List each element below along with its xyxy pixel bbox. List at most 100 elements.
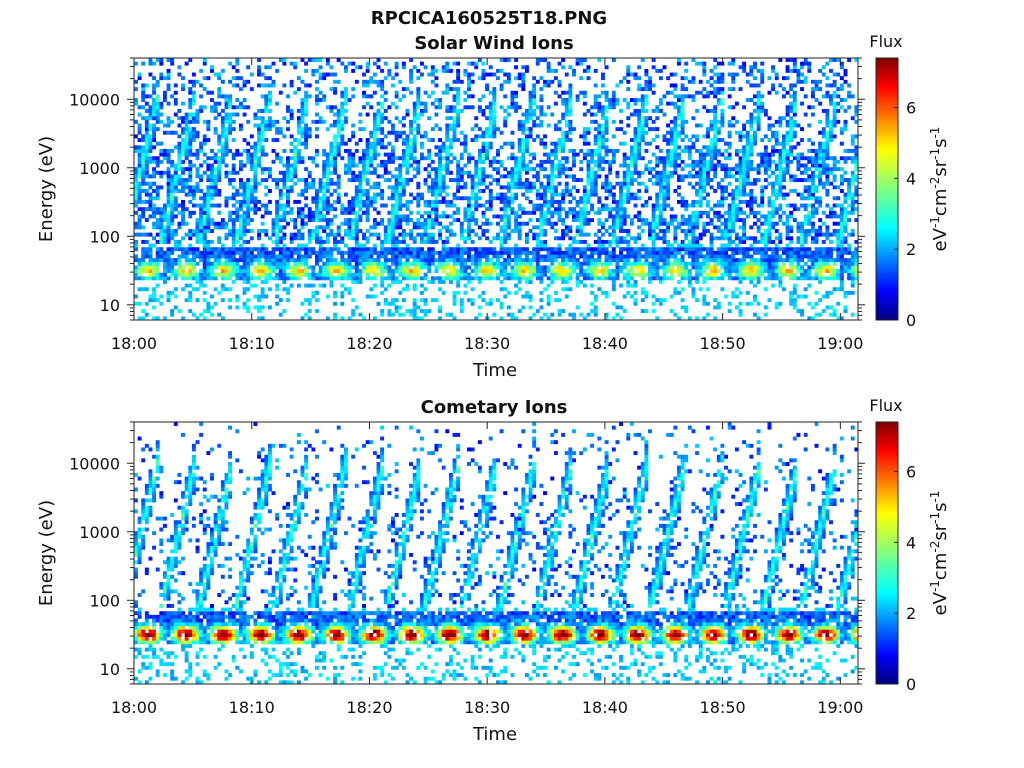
heat-cell: [604, 189, 609, 193]
heat-cell: [405, 87, 410, 92]
heat-cell: [282, 272, 287, 277]
heat-cell: [488, 112, 493, 117]
heat-cell: [445, 152, 450, 157]
heat-cell: [590, 152, 595, 157]
heat-cell: [391, 159, 395, 164]
heat-cell: [485, 116, 490, 121]
heat-cell: [206, 254, 211, 259]
heat-cell: [644, 309, 649, 314]
heat-cell: [521, 261, 526, 266]
heat-cell: [282, 258, 287, 263]
heat-cell: [347, 269, 352, 273]
heat-cell: [477, 58, 482, 62]
heat-cell: [188, 105, 193, 110]
heat-cell: [369, 130, 374, 135]
heat-cell: [206, 203, 211, 208]
heat-cell: [253, 294, 258, 299]
heat-cell: [611, 283, 616, 288]
heat-cell: [517, 309, 522, 314]
heat-cell: [459, 156, 464, 161]
heat-cell: [257, 145, 261, 150]
heat-cell: [477, 225, 482, 230]
heat-cell: [315, 250, 319, 255]
heat-cell: [224, 265, 229, 270]
heat-cell: [532, 112, 537, 117]
heat-cell: [499, 199, 504, 204]
heat-cell: [499, 105, 504, 110]
heat-cell: [517, 141, 522, 146]
heat-cell: [253, 276, 258, 281]
heat-cell: [202, 276, 207, 281]
heat-cell: [148, 174, 153, 179]
heat-cell: [271, 148, 276, 153]
heat-cell: [340, 283, 345, 288]
heat-cell: [206, 207, 211, 212]
heat-cell: [535, 163, 540, 168]
heat-cell: [401, 192, 406, 197]
heat-cell: [629, 236, 634, 241]
heat-cell: [626, 68, 631, 73]
heat-cell: [188, 90, 193, 95]
heat-cell: [579, 148, 584, 153]
heat-cell: [470, 127, 475, 132]
heat-cell: [365, 94, 370, 99]
heat-cell: [416, 250, 421, 255]
heat-cell: [336, 148, 341, 153]
heat-cell: [391, 185, 395, 190]
heat-cell: [503, 218, 508, 223]
heat-cell: [195, 119, 200, 124]
heat-cell: [231, 232, 236, 237]
heat-cell: [481, 265, 486, 270]
heat-cell: [553, 68, 558, 73]
heat-cell: [264, 65, 269, 70]
heat-cell: [394, 309, 399, 314]
heat-cell: [170, 269, 175, 273]
heat-cell: [445, 83, 450, 88]
heat-cell: [572, 148, 576, 153]
heat-cell: [231, 243, 236, 248]
heat-cell: [380, 141, 385, 146]
heat-cell: [604, 265, 609, 270]
heat-cell: [481, 141, 486, 146]
heat-cell: [648, 116, 652, 121]
heat-cell: [655, 192, 660, 197]
heat-cell: [434, 174, 439, 179]
heat-cell: [648, 276, 652, 281]
heat-cell: [644, 98, 649, 102]
heat-cell: [286, 189, 290, 193]
heat-cell: [238, 87, 243, 92]
heat-cell: [651, 221, 656, 226]
heat-cell: [474, 170, 479, 175]
heat-cell: [546, 247, 551, 252]
heat-cell: [579, 265, 584, 270]
heat-cell: [459, 298, 464, 303]
heat-cell: [325, 127, 330, 132]
heat-cell: [499, 250, 504, 255]
heat-cell: [419, 290, 424, 295]
heat-cell: [144, 145, 149, 150]
heat-cell: [626, 181, 631, 186]
heat-cell: [387, 258, 392, 263]
heat-cell: [633, 159, 638, 164]
heat-cell: [137, 130, 142, 135]
heat-cell: [289, 185, 294, 190]
heat-cell: [202, 138, 207, 142]
heat-cell: [481, 181, 486, 186]
heat-cell: [499, 207, 504, 212]
heat-cell: [199, 254, 204, 259]
heat-cell: [550, 79, 555, 84]
heat-cell: [181, 141, 185, 146]
heat-cell: [343, 243, 348, 248]
heat-cell: [492, 312, 497, 317]
heat-cell: [492, 108, 497, 113]
heat-cell: [575, 152, 580, 157]
heat-cell: [644, 94, 649, 99]
heat-cell: [510, 185, 515, 190]
heat-cell: [238, 152, 243, 157]
heat-cell: [217, 203, 222, 208]
heat-cell: [134, 199, 138, 204]
heat-cell: [579, 196, 584, 201]
heat-cell: [640, 269, 645, 273]
heat-cell: [543, 221, 547, 226]
heat-cell: [394, 236, 399, 241]
